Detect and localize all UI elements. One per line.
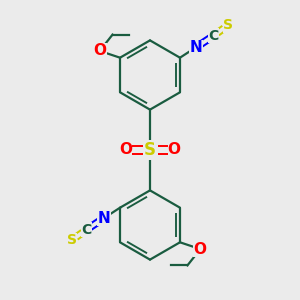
Text: S: S bbox=[223, 18, 233, 32]
Text: S: S bbox=[67, 233, 77, 247]
Text: N: N bbox=[190, 40, 203, 55]
Text: O: O bbox=[93, 43, 106, 58]
Text: O: O bbox=[168, 142, 181, 158]
Text: O: O bbox=[194, 242, 207, 257]
Text: C: C bbox=[208, 29, 219, 43]
Text: S: S bbox=[144, 141, 156, 159]
Text: O: O bbox=[119, 142, 132, 158]
Text: C: C bbox=[81, 223, 92, 237]
Text: N: N bbox=[98, 211, 110, 226]
